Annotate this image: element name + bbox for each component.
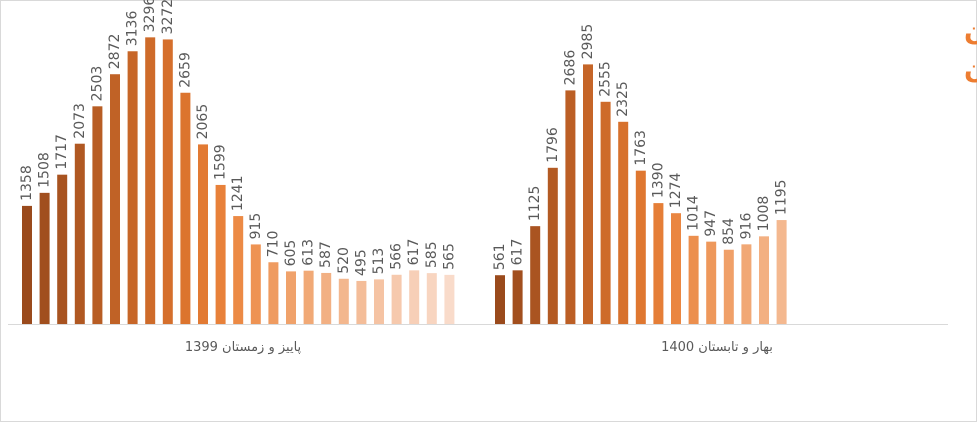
value-label: 520 — [336, 247, 352, 274]
bar — [374, 279, 384, 324]
bar — [286, 271, 296, 324]
value-label: 854 — [721, 218, 737, 245]
bar — [321, 272, 332, 324]
value-label: 1717 — [54, 134, 70, 170]
bar — [759, 236, 769, 324]
bar — [741, 244, 752, 324]
bar — [547, 167, 558, 324]
bar — [671, 213, 681, 324]
bar — [74, 143, 85, 324]
value-label: 3136 — [125, 11, 141, 47]
bar — [618, 121, 629, 324]
bar — [250, 244, 261, 324]
value-label: 605 — [283, 240, 299, 267]
group-label: بهار و تابستان 1400 — [661, 340, 773, 355]
value-label: 2872 — [107, 34, 123, 70]
bar — [356, 280, 367, 324]
value-label: 617 — [406, 239, 422, 266]
bar — [338, 278, 349, 324]
value-label: 1796 — [545, 127, 561, 163]
value-label: 587 — [318, 241, 334, 268]
value-label: 2503 — [89, 66, 105, 102]
value-label: 916 — [738, 213, 754, 240]
value-label: 1195 — [774, 179, 790, 215]
value-label: 947 — [703, 210, 719, 237]
chart-title: آمار هفتگی جان‌باختگان — [964, 14, 977, 47]
bar — [776, 220, 787, 324]
value-label: 1014 — [686, 195, 702, 231]
bar — [530, 226, 541, 324]
bar — [303, 270, 314, 324]
value-label: 1241 — [230, 175, 246, 211]
value-label: 1125 — [527, 186, 543, 222]
bar — [653, 203, 664, 324]
bar — [233, 216, 244, 324]
value-label: 561 — [492, 243, 508, 270]
bar — [180, 92, 191, 324]
value-label: 613 — [301, 239, 317, 266]
bar — [495, 275, 505, 324]
bar — [600, 101, 611, 325]
value-label: 915 — [248, 213, 264, 240]
value-label: 2325 — [615, 81, 631, 117]
bar — [444, 274, 455, 324]
bar — [162, 39, 173, 324]
value-label: 585 — [424, 241, 440, 268]
bar — [92, 106, 103, 324]
bar — [145, 37, 156, 325]
value-label: 2073 — [72, 103, 88, 139]
bar — [215, 184, 226, 324]
value-label: 1508 — [37, 152, 53, 188]
value-label: 2686 — [562, 50, 578, 86]
value-label: 2985 — [580, 24, 596, 60]
bar — [268, 262, 279, 324]
value-label: 1763 — [633, 130, 649, 166]
bar — [39, 192, 50, 324]
bar — [110, 74, 120, 325]
value-label: 2065 — [195, 104, 211, 140]
value-label: 1390 — [650, 162, 666, 198]
chart-title: کرونا در ایران — [964, 54, 977, 85]
value-label: 566 — [389, 243, 405, 270]
bar — [391, 274, 402, 324]
bar — [57, 174, 68, 324]
group-label: پاییز و زمستان 1399 — [185, 340, 302, 355]
bar — [409, 270, 420, 324]
value-label: 2659 — [177, 52, 193, 88]
value-label: 2555 — [598, 61, 614, 97]
bar — [512, 270, 523, 324]
value-label: 1008 — [756, 196, 772, 232]
bar — [706, 241, 717, 324]
value-label: 617 — [510, 239, 526, 266]
value-label: 1599 — [213, 144, 229, 180]
bar — [688, 235, 699, 324]
value-label: 513 — [371, 248, 387, 275]
bar — [635, 170, 646, 324]
bar — [426, 273, 437, 324]
bar — [565, 90, 576, 325]
value-label: 710 — [265, 231, 281, 258]
value-label: 495 — [353, 249, 369, 276]
value-label: 1274 — [668, 172, 684, 208]
value-label: 3272 — [160, 0, 176, 34]
value-label: 1358 — [19, 165, 35, 201]
bar — [127, 51, 138, 324]
value-label: 3296 — [142, 0, 158, 32]
value-label: 565 — [441, 243, 457, 270]
bar — [723, 249, 734, 324]
bar — [583, 64, 593, 325]
bar — [198, 144, 208, 324]
bar — [22, 205, 32, 324]
